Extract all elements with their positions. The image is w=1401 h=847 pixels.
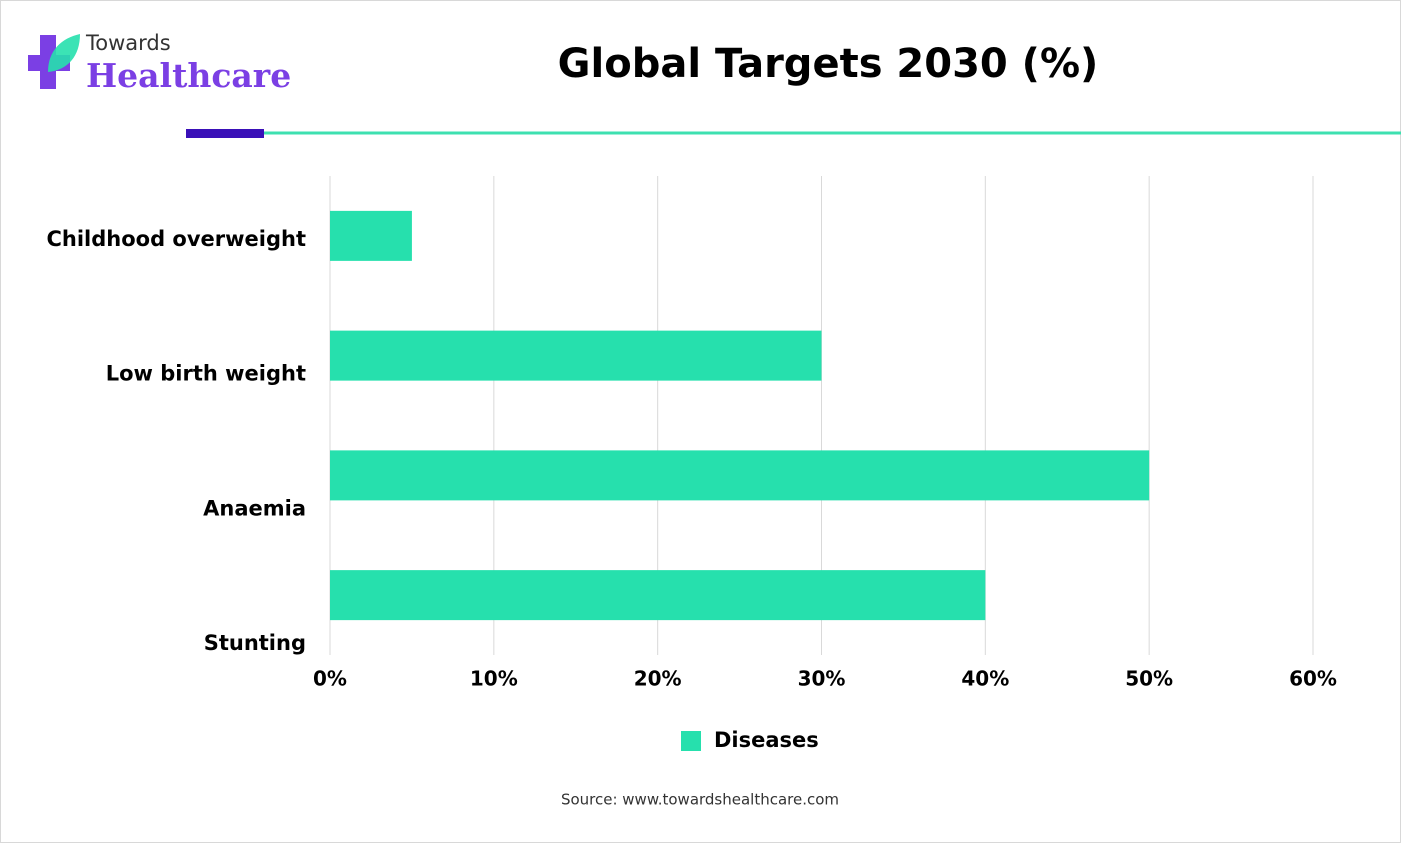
legend-swatch <box>681 731 701 751</box>
x-tick-label: 50% <box>1125 667 1173 691</box>
y-tick-label: Low birth weight <box>106 362 306 386</box>
legend-label: Diseases <box>714 728 819 752</box>
x-tick-label: 10% <box>470 667 518 691</box>
chart-title: Global Targets 2030 (%) <box>558 41 1099 87</box>
x-tick-label: 20% <box>634 667 682 691</box>
logo-text: Towards <box>85 31 171 55</box>
bar <box>330 210 412 261</box>
bar <box>330 330 822 381</box>
y-tick-label: Childhood overweight <box>46 227 306 251</box>
logo-text: Healthcare <box>86 56 291 95</box>
x-tick-label: 30% <box>798 667 846 691</box>
y-tick-label: Stunting <box>204 631 306 655</box>
x-tick-label: 0% <box>313 667 347 691</box>
divider-accent <box>186 129 264 138</box>
x-tick-label: 40% <box>961 667 1009 691</box>
bar <box>330 570 986 621</box>
bar <box>330 450 1150 501</box>
x-tick-label: 60% <box>1289 667 1337 691</box>
source: Source: www.towardshealthcare.com <box>561 791 839 809</box>
y-tick-label: Anaemia <box>203 496 306 520</box>
logo-icon <box>28 34 80 89</box>
